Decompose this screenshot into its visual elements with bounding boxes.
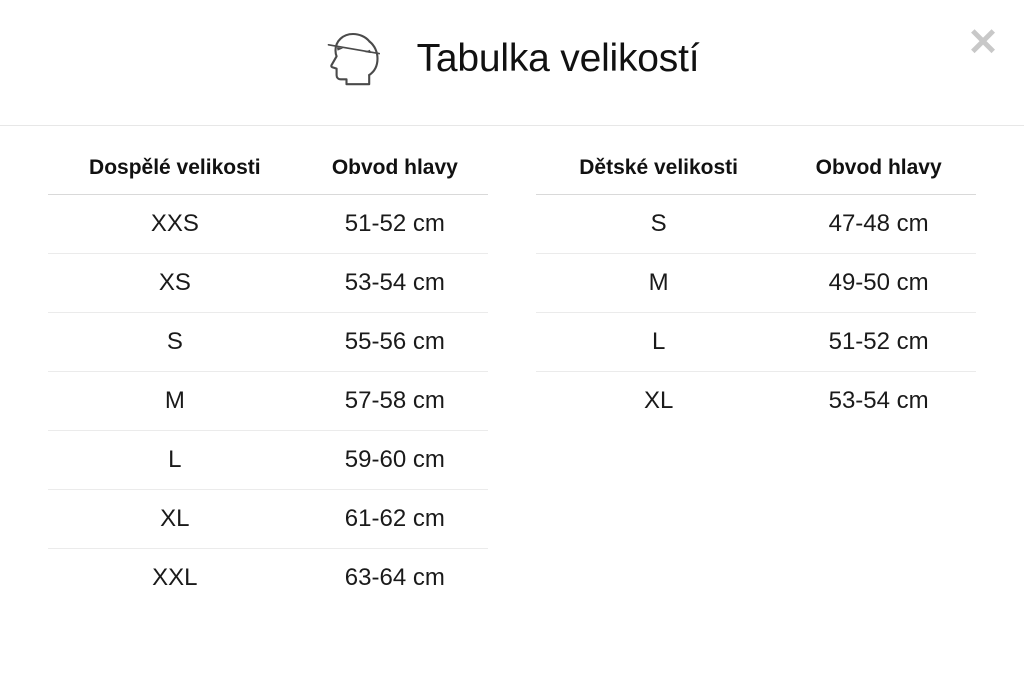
- size-tables-container: Dospělé velikosti Obvod hlavy XXS 51-52 …: [0, 126, 1024, 607]
- cell-size: XL: [48, 489, 302, 549]
- table-row: L 51-52 cm: [536, 312, 976, 372]
- cell-size: XXL: [152, 564, 198, 591]
- head-measurement-icon: [327, 32, 380, 85]
- cell-circumference: 63-64 cm: [344, 564, 445, 591]
- table-row: S 55-56 cm: [48, 312, 488, 372]
- adult-table-head: Dospělé velikosti Obvod hlavy: [48, 152, 488, 195]
- table-row: M 49-50 cm: [536, 253, 976, 313]
- table-header-row: Dospělé velikosti Obvod hlavy: [48, 152, 488, 195]
- adult-size-table: Dospělé velikosti Obvod hlavy XXS 51-52 …: [48, 152, 488, 607]
- cell-size: XL: [643, 387, 674, 414]
- close-icon[interactable]: ✕: [962, 22, 1004, 64]
- cell-size: M: [536, 253, 782, 313]
- cell-circumference: 53-54 cm: [828, 387, 929, 414]
- cell-circumference: 57-58 cm: [301, 371, 488, 431]
- cell-size: S: [536, 194, 782, 254]
- column-header-adult-head-circumference: Obvod hlavy: [301, 152, 488, 195]
- table-row: XS 53-54 cm: [48, 253, 488, 313]
- table-row: XL 61-62 cm: [48, 489, 488, 549]
- cell-size: XS: [48, 253, 302, 313]
- modal-header-content: Tabulka velikostí: [0, 0, 1024, 125]
- table-row: S 47-48 cm: [536, 194, 976, 254]
- modal-header: Tabulka velikostí ✕: [0, 0, 1024, 126]
- table-row: XXS 51-52 cm: [48, 194, 488, 254]
- table-row: XXL 63-64 cm: [48, 549, 488, 608]
- cell-circumference: 55-56 cm: [301, 312, 488, 372]
- table-row: L 59-60 cm: [48, 430, 488, 490]
- cell-circumference: 51-52 cm: [781, 312, 976, 372]
- cell-circumference: 61-62 cm: [301, 489, 488, 549]
- cell-circumference: 59-60 cm: [301, 430, 488, 490]
- adult-table-body: XXS 51-52 cm XS 53-54 cm S 55-56 cm M 57…: [48, 194, 488, 608]
- cell-circumference: 53-54 cm: [301, 253, 488, 313]
- cell-size: XXS: [48, 194, 302, 254]
- column-header-kids-size: Dětské velikosti: [536, 152, 782, 195]
- table-header-row: Dětské velikosti Obvod hlavy: [536, 152, 976, 195]
- kids-size-table: Dětské velikosti Obvod hlavy S 47-48 cm …: [536, 152, 976, 430]
- cell-size: S: [48, 312, 302, 372]
- table-row: XL 53-54 cm: [536, 372, 976, 431]
- kids-table-body: S 47-48 cm M 49-50 cm L 51-52 cm XL 53-5…: [536, 194, 976, 431]
- column-header-kids-head-circumference: Obvod hlavy: [781, 152, 976, 195]
- cell-size: L: [536, 312, 782, 372]
- page-title: Tabulka velikostí: [416, 37, 700, 80]
- cell-circumference: 49-50 cm: [781, 253, 976, 313]
- table-row: M 57-58 cm: [48, 371, 488, 431]
- column-header-adult-size: Dospělé velikosti: [48, 152, 302, 195]
- cell-size: M: [48, 371, 302, 431]
- cell-size: L: [48, 430, 302, 490]
- cell-circumference: 51-52 cm: [301, 194, 488, 254]
- cell-circumference: 47-48 cm: [781, 194, 976, 254]
- kids-table-head: Dětské velikosti Obvod hlavy: [536, 152, 976, 195]
